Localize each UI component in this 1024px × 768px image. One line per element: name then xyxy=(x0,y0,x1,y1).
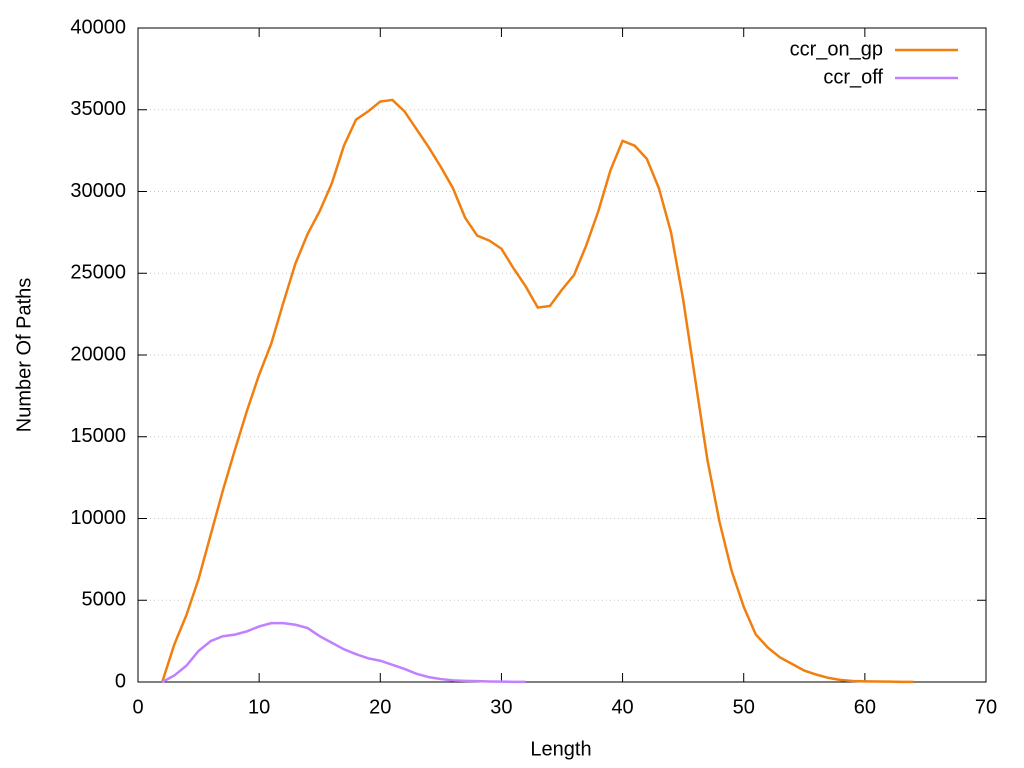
x-tick-label: 40 xyxy=(611,696,633,718)
x-axis-label: Length xyxy=(530,738,591,760)
x-tick-label: 50 xyxy=(733,696,755,718)
y-tick-label: 10000 xyxy=(70,507,126,529)
y-tick-label: 0 xyxy=(115,670,126,692)
x-tick-label: 30 xyxy=(490,696,512,718)
x-tick-label: 60 xyxy=(854,696,876,718)
line-series xyxy=(161,98,914,684)
y-tick-label: 40000 xyxy=(70,16,126,38)
y-tick-label: 5000 xyxy=(82,589,127,611)
legend-label: ccr_off xyxy=(823,66,883,88)
line-series xyxy=(161,621,526,684)
plot-frame xyxy=(137,27,987,683)
y-axis-label: Number Of Paths xyxy=(13,278,35,433)
x-tick-label: 70 xyxy=(975,696,997,718)
y-tick-label: 15000 xyxy=(70,425,126,447)
x-tick-label: 20 xyxy=(369,696,391,718)
y-tick-label: 20000 xyxy=(70,343,126,365)
y-tick-label: 25000 xyxy=(70,262,126,284)
y-tick-label: 35000 xyxy=(70,98,126,120)
legend-label: ccr_on_gp xyxy=(790,38,883,60)
x-tick-label: 10 xyxy=(248,696,270,718)
x-tick-label: 0 xyxy=(132,696,143,718)
y-tick-label: 30000 xyxy=(70,180,126,202)
